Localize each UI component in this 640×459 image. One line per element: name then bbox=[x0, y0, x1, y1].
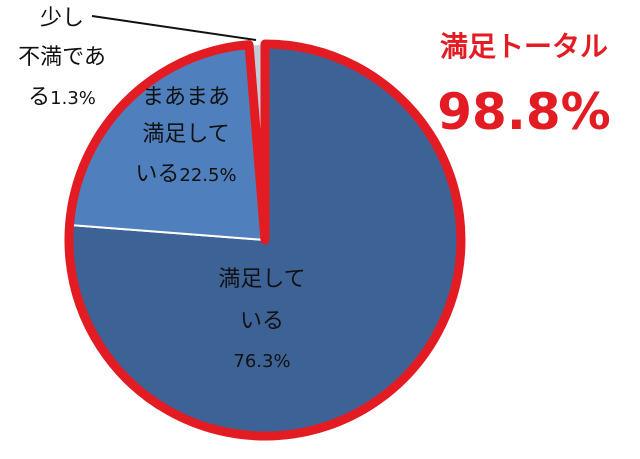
slice-label-satisfied-line2: いる bbox=[240, 309, 284, 334]
slice-value-satisfied: 76.3% bbox=[233, 351, 290, 372]
total-value: 98.8% bbox=[437, 83, 610, 141]
slice-label-dissatisfied-line2: 不満であ bbox=[18, 45, 106, 70]
slice-label-satisfied-line1: 満足して bbox=[218, 267, 305, 292]
leader-line bbox=[91, 15, 257, 41]
slice-label-dissatisfied-line3: る1.3% bbox=[28, 85, 96, 110]
slice-value-dissatisfied: 1.3% bbox=[50, 88, 96, 109]
slice-label-somewhat-prefix: いる bbox=[135, 162, 179, 187]
slice-label-somewhat-satisfied: まあまあ 満足して いる22.5% bbox=[135, 85, 236, 187]
slice-label-dissatisfied-prefix: る bbox=[28, 85, 50, 110]
slice-value-somewhat: 22.5% bbox=[179, 165, 236, 186]
slice-label-satisfied: 満足して いる 76.3% bbox=[218, 267, 305, 372]
slice-label-dissatisfied-line1: 少し bbox=[40, 6, 84, 31]
total-highlight-outline bbox=[64, 39, 466, 441]
total-callout: 満足トータル 98.8% bbox=[437, 30, 610, 141]
slice-label-somewhat-line2: 満足して bbox=[142, 122, 229, 147]
slice-label-somewhat-line1: まあまあ bbox=[142, 85, 230, 110]
total-title: 満足トータル bbox=[440, 30, 608, 63]
slice-label-slightly-dissatisfied: 少し 不満であ る1.3% bbox=[18, 6, 257, 110]
total-outline bbox=[64, 39, 466, 441]
slice-label-somewhat-line3: いる22.5% bbox=[135, 162, 236, 187]
